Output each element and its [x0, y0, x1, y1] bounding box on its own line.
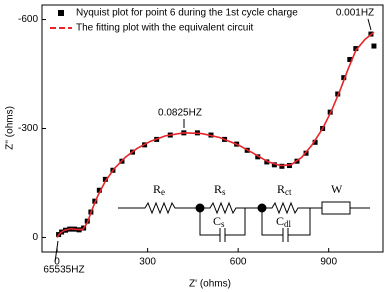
legend-label: Nyquist plot for point 6 during the 1st … [76, 8, 298, 19]
data-point [347, 56, 353, 62]
node [195, 203, 205, 213]
circuit-symbol: C [276, 214, 284, 228]
circuit-subscript: dl [284, 219, 292, 229]
circuit-subscript: e [161, 187, 165, 197]
circuit-symbol: R [214, 182, 222, 196]
annotation: 0.0825HZ [158, 108, 202, 119]
circuit-label: Cdl [276, 214, 292, 229]
wire [225, 207, 262, 236]
data-point [102, 176, 108, 182]
x-axis-label: Z' (ohms) [189, 279, 231, 290]
wire [199, 208, 220, 236]
annotation-arrow [54, 240, 59, 263]
x-tick-label: 600 [230, 257, 247, 268]
annotation: 65535HZ [43, 265, 84, 276]
data-point [279, 163, 285, 169]
circuit-subscript: s [221, 219, 225, 229]
resistor [200, 201, 245, 215]
circuit-label: Cs [213, 214, 225, 229]
resistor [262, 201, 310, 215]
legend-label: The fitting plot with the equivalent cir… [76, 23, 254, 34]
circuit-symbol: C [213, 214, 221, 228]
y-tick-label: -600 [18, 14, 38, 25]
y-tick-label: 0 [32, 232, 38, 243]
x-tick-label: 0 [54, 257, 60, 268]
data-point [353, 46, 359, 52]
circuit-subscript: s [222, 187, 226, 197]
y-tick-label: -300 [18, 123, 38, 134]
annotation-arrow [367, 18, 372, 31]
circuit-symbol: W [331, 182, 343, 196]
data-point [96, 187, 102, 193]
node [257, 203, 267, 213]
data-point [271, 162, 277, 168]
x-tick-label: 300 [139, 257, 156, 268]
circuit-label: Re [153, 182, 165, 197]
circuit-subscript: ct [285, 187, 292, 197]
wire [288, 207, 322, 236]
wire [261, 208, 283, 236]
resistor [118, 201, 200, 215]
circuit-label: W [331, 182, 343, 196]
warburg [321, 201, 351, 215]
data-point [255, 154, 261, 160]
circuit-label: Rct [277, 182, 292, 197]
circuit-symbol: R [153, 182, 161, 196]
x-tick-label: 900 [320, 257, 337, 268]
y-axis-label: Z'' (ohms) [5, 106, 16, 150]
annotation: 0.001HZ [336, 8, 374, 19]
legend-marker [58, 10, 64, 16]
fit-line [56, 31, 375, 238]
data-point [312, 139, 318, 145]
data-point [371, 43, 377, 49]
circuit-symbol: R [277, 182, 285, 196]
circuit-label: Rs [214, 182, 226, 197]
circuit [118, 201, 370, 242]
data-point [341, 75, 347, 81]
